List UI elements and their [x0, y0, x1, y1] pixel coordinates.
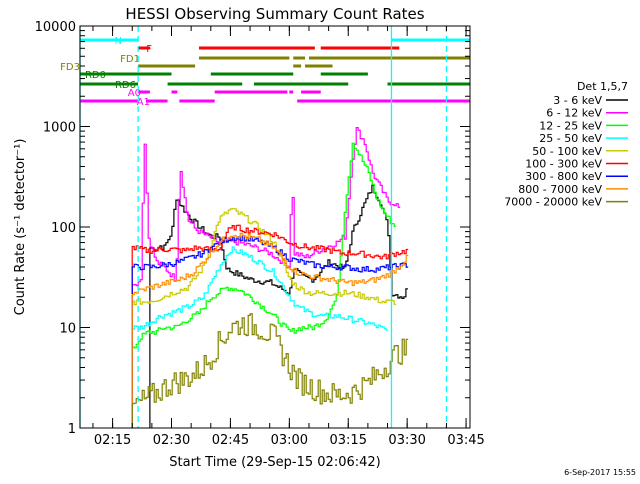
x-tick-label-6: 03:45: [447, 433, 484, 448]
legend-label: 3 - 6 keV: [553, 94, 602, 107]
footer-date: 6-Sep-2017 15:55: [564, 468, 636, 477]
legend-label: 300 - 800 keV: [525, 170, 602, 183]
chart-title: HESSI Observing Summary Count Rates: [125, 5, 424, 23]
flag-label-f: F: [146, 44, 152, 55]
flag-label-rd0: RD0: [85, 70, 106, 81]
series-line-7000-20000-kev: [131, 313, 409, 428]
x-tick-label-3: 03:00: [271, 433, 308, 448]
x-tick-label-0: 02:15: [94, 433, 131, 448]
y-tick-label-0: 1: [68, 422, 76, 437]
flag-label-fd3: FD3: [60, 62, 80, 73]
x-tick-label-1: 02:30: [153, 433, 190, 448]
y-tick-label-1: 10: [59, 322, 76, 337]
series-line-800-7000-kev: [131, 232, 409, 428]
flag-label-a0: A0: [128, 88, 141, 99]
y-axis-label: Count Rate (s⁻¹ detector⁻¹): [13, 139, 28, 316]
legend-title: Det 1,5,7: [577, 80, 628, 93]
legend-label: 100 - 300 keV: [525, 158, 602, 171]
legend-label: 50 - 100 keV: [532, 145, 602, 158]
x-tick-label-5: 03:30: [388, 433, 425, 448]
y-tick-label-4: 10000: [35, 20, 76, 35]
flag-label-rd6: RD6: [115, 80, 136, 91]
legend-label: 6 - 12 keV: [546, 107, 602, 120]
x-tick-label-2: 02:45: [212, 433, 249, 448]
series-line-50-100-kev: [131, 208, 397, 428]
series-line-25-50-kev: [131, 246, 389, 428]
x-tick-label-4: 03:15: [330, 433, 367, 448]
y-tick-label-2: 100: [51, 221, 76, 236]
flag-label-a1: A1: [137, 97, 150, 108]
x-axis-label: Start Time (29-Sep-15 02:06:42): [169, 455, 380, 470]
series-line-300-800-kev: [131, 234, 409, 428]
legend-label: 7000 - 20000 keV: [504, 196, 602, 209]
flag-label-n: N: [115, 36, 122, 47]
series-line-6-12-kev: [131, 127, 401, 428]
legend-label: 12 - 25 keV: [539, 119, 602, 132]
y-tick-label-3: 1000: [43, 121, 76, 136]
legend-label: 800 - 7000 keV: [518, 183, 602, 196]
series-line-12-25-kev: [131, 142, 397, 428]
flag-label-fd1: FD1: [120, 54, 140, 65]
legend-label: 25 - 50 keV: [539, 132, 602, 145]
series-line-100-300-kev: [131, 224, 409, 428]
